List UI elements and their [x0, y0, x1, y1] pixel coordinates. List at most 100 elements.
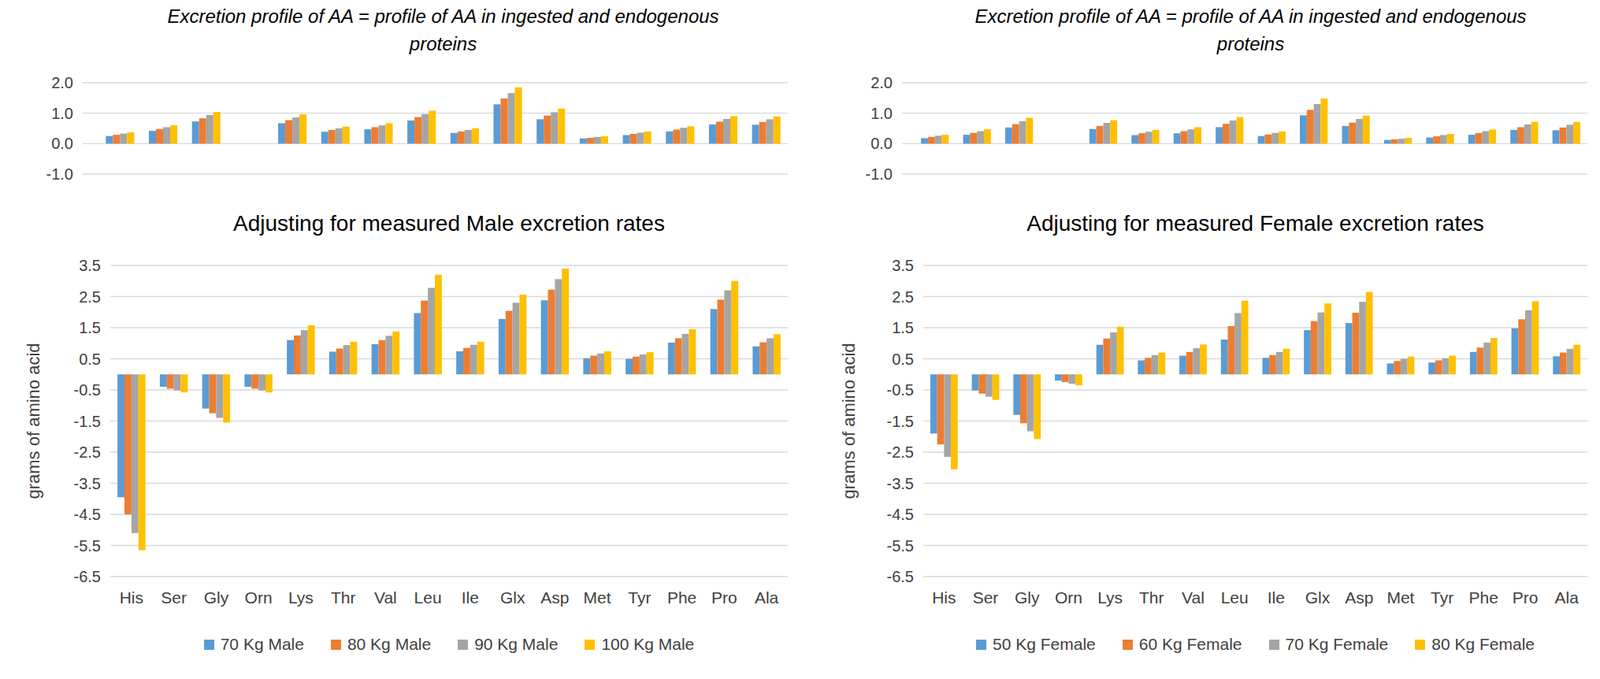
bar: [1180, 130, 1188, 144]
bar: [471, 128, 479, 144]
bar: [464, 129, 472, 144]
bar: [1061, 143, 1069, 145]
bar: [457, 131, 465, 144]
bar: [1552, 129, 1560, 144]
bar: [192, 121, 200, 144]
bar: [1398, 138, 1406, 144]
bar: [124, 374, 132, 515]
bar: [1020, 374, 1028, 424]
bar: [155, 129, 164, 145]
bar: [414, 117, 422, 145]
bar: [244, 374, 252, 387]
bar: [593, 137, 602, 145]
bars: [930, 292, 1581, 470]
bar: [976, 130, 984, 144]
legend-swatch: [457, 639, 468, 650]
bar: [541, 300, 549, 375]
bar: [1012, 124, 1020, 145]
bar: [428, 111, 436, 145]
x-tick-label: Asp: [540, 588, 569, 607]
y-tick-label: -2.5: [74, 443, 101, 461]
bar: [170, 125, 178, 144]
grid-line: [110, 326, 788, 328]
bar: [686, 126, 695, 144]
bar: [392, 331, 400, 375]
legend-label: 70 Kg Female: [1285, 634, 1389, 654]
bar: [1573, 345, 1581, 375]
legend-item: 80 Kg Female: [1414, 634, 1535, 654]
bar: [251, 374, 259, 389]
y-tick-label: -1.5: [887, 412, 914, 431]
y-tick-label: 3.5: [78, 256, 101, 275]
bar: [1517, 126, 1525, 144]
bar: [470, 345, 478, 375]
y-tick-label: 2.5: [78, 288, 101, 306]
bar: [1341, 126, 1349, 144]
bars: [920, 98, 1581, 144]
y-tick-label: -0.5: [887, 381, 914, 399]
y-tick-label: -2.5: [887, 443, 914, 461]
bar: [1475, 133, 1483, 145]
x-tick-label: Glx: [500, 588, 526, 607]
bar: [1222, 123, 1230, 144]
grid-line: [923, 575, 1588, 577]
bar: [972, 374, 980, 391]
bar: [1179, 356, 1187, 375]
bar: [716, 121, 724, 144]
x-tick-label: Ile: [461, 588, 479, 607]
bar: [378, 125, 386, 144]
bar: [710, 308, 718, 375]
bar: [1566, 348, 1575, 375]
bar: [1173, 133, 1181, 144]
chart-title: Excretion profile of AA = profile of AA …: [920, 3, 1582, 59]
bar: [625, 359, 633, 375]
x-tick-label: Phe: [667, 588, 697, 607]
bar: [1278, 131, 1286, 144]
bar: [1033, 374, 1041, 439]
x-tick-label: Gly: [204, 588, 230, 607]
bar: [1303, 330, 1311, 375]
bar: [601, 136, 609, 144]
bar: [117, 374, 125, 498]
grid-line: [902, 173, 1588, 175]
bar: [286, 340, 294, 375]
bar: [1229, 120, 1237, 144]
bar: [512, 302, 520, 375]
bar: [1391, 139, 1399, 144]
grid-line: [110, 451, 788, 453]
bar: [1283, 348, 1291, 375]
bar: [1566, 124, 1574, 144]
bar: [342, 126, 350, 145]
bar: [992, 374, 1000, 400]
x-tick-label: Val: [374, 588, 398, 607]
bar: [1221, 339, 1229, 375]
bar: [930, 374, 938, 434]
bar: [1393, 360, 1401, 375]
x-tick-label: Orn: [1054, 588, 1083, 607]
bar: [349, 341, 357, 375]
bar: [1324, 303, 1332, 375]
bar: [646, 352, 654, 375]
bar: [644, 131, 652, 144]
bar: [248, 143, 257, 145]
grid-line: [923, 482, 1588, 484]
bar: [234, 143, 242, 145]
bar: [256, 143, 264, 145]
legend-item: 50 Kg Female: [976, 634, 1096, 654]
x-tick-label: Glx: [1305, 588, 1331, 607]
x-tick-label: Val: [1181, 588, 1205, 607]
bar: [752, 124, 760, 144]
bar: [1096, 126, 1104, 144]
bar: [1552, 356, 1560, 375]
bar: [1511, 328, 1519, 375]
x-tick-label: Lys: [1097, 588, 1123, 607]
bar: [665, 131, 673, 144]
bar: [1432, 136, 1441, 144]
bar: [1117, 326, 1125, 375]
bar: [1005, 127, 1013, 144]
legend-label: 80 Kg Female: [1431, 634, 1535, 654]
bar: [723, 290, 732, 375]
bar: [1269, 355, 1277, 375]
bar: [1025, 117, 1033, 144]
y-tick-label: 2.0: [51, 74, 74, 92]
